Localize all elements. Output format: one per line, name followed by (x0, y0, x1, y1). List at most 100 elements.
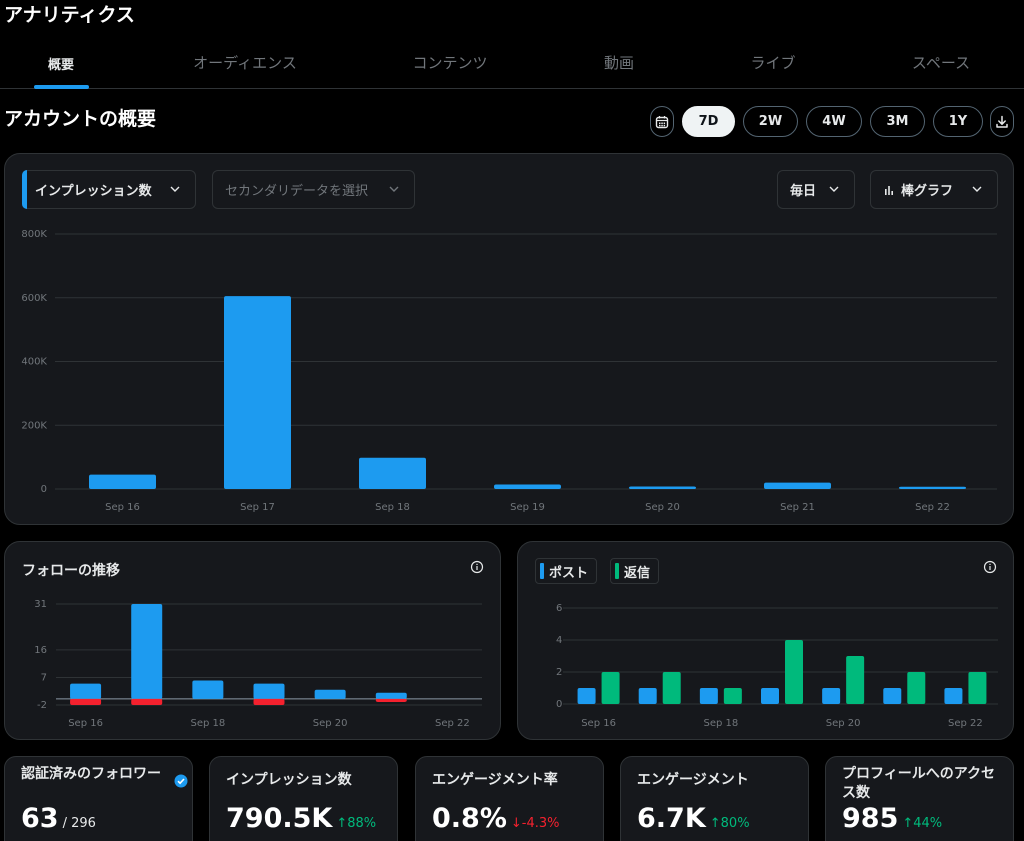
post-bar (822, 688, 841, 704)
negative-bar (253, 698, 285, 705)
range-1y-button[interactable]: 1Y (933, 106, 983, 137)
chart-type-select[interactable]: 棒グラフ (870, 170, 998, 209)
y-tick-label: 2 (556, 667, 562, 678)
tab-overview[interactable]: 概要 (47, 58, 75, 73)
tab-live[interactable]: ライブ (750, 54, 796, 72)
post-bar (638, 688, 657, 704)
stat-value: 790.5K (226, 803, 333, 834)
y-tick-label: 400K (21, 357, 47, 368)
stat-value-row: 790.5K ↑88% (226, 803, 376, 834)
stat-card-verified-followers[interactable]: 認証済みのフォロワー 63/ 296 (4, 756, 193, 841)
x-tick-label: Sep 18 (190, 718, 225, 729)
chevron-down-icon (829, 186, 839, 192)
y-tick-label: 7 (41, 672, 47, 683)
download-button[interactable] (990, 106, 1014, 137)
stat-label: エンゲージメント (637, 772, 749, 788)
reply-bar (907, 672, 926, 704)
calendar-button[interactable] (650, 106, 674, 137)
posts-replies-chart: 0 2 4 6 Sep 16 Sep 18 Sep 20 Sep 22 (556, 603, 998, 729)
y-tick-label: 800K (21, 229, 47, 240)
bar (314, 689, 346, 699)
follow-trend-chart: -2 7 16 31 Sep 16 Sep 18 Sep 20 Sep 22 (34, 599, 482, 729)
stat-value: 6.7K (637, 803, 706, 834)
secondary-metric-select[interactable]: セカンダリデータを選択 (212, 170, 415, 209)
negative-bar (131, 698, 163, 705)
range-2w-button[interactable]: 2W (743, 106, 798, 137)
bar (764, 482, 831, 489)
post-bar (699, 688, 718, 704)
follow-trend-title: フォローの推移 (22, 563, 120, 579)
posts-replies-card: ポスト 返信 0 2 4 6 Sep 16 Sep 18 Sep 20 Sep 22 (517, 541, 1014, 740)
stat-card-engagements[interactable]: エンゲージメント 6.7K ↑80% (620, 756, 809, 841)
x-tick-label: Sep 20 (826, 718, 861, 729)
info-icon[interactable] (983, 560, 997, 574)
y-tick-label: -2 (37, 700, 47, 711)
stat-change: ↑44% (902, 816, 943, 831)
info-icon[interactable] (470, 560, 484, 574)
reply-bar (968, 672, 987, 704)
bar (89, 474, 156, 489)
tab-audience[interactable]: オーディエンス (193, 54, 297, 72)
bar (131, 604, 163, 699)
x-tick-label: Sep 16 (68, 718, 103, 729)
active-tab-indicator (34, 85, 89, 89)
x-tick-label: Sep 22 (915, 502, 950, 513)
interval-select[interactable]: 毎日 (777, 170, 855, 209)
chevron-down-icon (170, 186, 180, 192)
stat-label: プロフィールへのアクセス数 (842, 766, 996, 801)
y-tick-label: 4 (556, 635, 562, 646)
bar-chart-icon (885, 185, 893, 195)
legend-replies[interactable]: 返信 (610, 558, 660, 584)
tab-bar: 概要 オーディエンス コンテンツ 動画 ライブ スペース (0, 42, 1024, 89)
y-tick-label: 16 (34, 645, 47, 656)
verified-badge-icon (174, 774, 188, 788)
x-tick-label: Sep 21 (780, 502, 815, 513)
tab-video[interactable]: 動画 (603, 54, 635, 72)
bar (70, 683, 102, 699)
x-tick-label: Sep 22 (435, 718, 470, 729)
metric-select[interactable]: インプレッション数 (22, 170, 196, 209)
stat-card-engagement-rate[interactable]: エンゲージメント率 0.8% ↓-4.3% (415, 756, 604, 841)
bar (253, 683, 285, 699)
bar (192, 680, 224, 699)
stat-label: インプレッション数 (226, 772, 352, 788)
post-bar (944, 688, 963, 704)
x-tick-label: Sep 22 (948, 718, 983, 729)
stat-value: 63 (21, 803, 59, 834)
x-tick-label: Sep 20 (645, 502, 680, 513)
reply-bar (785, 640, 803, 704)
tab-spaces[interactable]: スペース (911, 54, 971, 72)
post-bar (883, 688, 902, 704)
stat-sub: / 296 (62, 816, 96, 831)
negative-bar (70, 698, 102, 705)
calendar-icon (655, 115, 669, 128)
legend-posts[interactable]: ポスト (535, 558, 598, 584)
chart-type-select-label: 棒グラフ (901, 184, 954, 199)
x-tick-label: Sep 18 (375, 502, 410, 513)
bar (359, 457, 426, 489)
range-7d-button[interactable]: 7D (682, 106, 735, 137)
x-tick-label: Sep 20 (313, 718, 348, 729)
app-title: アナリティクス (4, 4, 135, 26)
bar (899, 486, 966, 489)
stat-value-row: 6.7K ↑80% (637, 803, 750, 834)
stat-card-impressions[interactable]: インプレッション数 790.5K ↑88% (209, 756, 398, 841)
y-tick-label: 0 (41, 484, 47, 495)
reply-bar (723, 688, 742, 704)
stat-value: 0.8% (432, 803, 507, 834)
stat-card-profile-visits[interactable]: プロフィールへのアクセス数 985 ↑44% (825, 756, 1014, 841)
x-tick-label: Sep 17 (240, 502, 275, 513)
post-bar (761, 688, 779, 704)
stat-label: 認証済みのフォロワー (21, 766, 161, 782)
legend-replies-swatch (615, 563, 619, 579)
bar (629, 486, 696, 489)
legend-replies-label: 返信 (624, 565, 651, 581)
tab-content[interactable]: コンテンツ (412, 54, 488, 72)
stat-change: ↓-4.3% (510, 816, 560, 831)
bar (224, 296, 291, 489)
interval-select-label: 毎日 (790, 184, 817, 199)
metric-color-indicator (22, 170, 27, 209)
range-4w-button[interactable]: 4W (806, 106, 862, 137)
range-3m-button[interactable]: 3M (870, 106, 925, 137)
